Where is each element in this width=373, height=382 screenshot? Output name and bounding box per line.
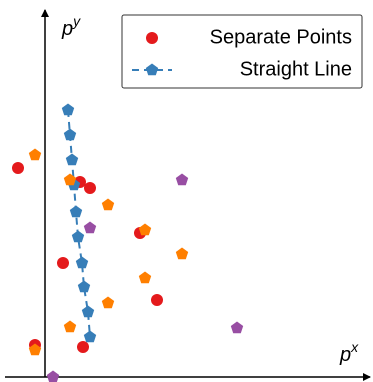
series-line bbox=[67, 109, 91, 338]
point bbox=[61, 103, 75, 116]
point bbox=[101, 198, 115, 211]
point bbox=[81, 305, 95, 318]
plot-area bbox=[12, 103, 244, 382]
point bbox=[138, 223, 152, 236]
point bbox=[71, 230, 85, 243]
point bbox=[83, 221, 97, 234]
point bbox=[63, 320, 77, 333]
point bbox=[63, 173, 77, 186]
point bbox=[65, 153, 79, 166]
x-label-base: p bbox=[339, 344, 351, 366]
point bbox=[28, 343, 42, 356]
legend-box bbox=[121, 14, 363, 89]
point bbox=[77, 341, 89, 353]
point bbox=[84, 182, 96, 194]
point bbox=[69, 205, 83, 218]
x-label-sup: x bbox=[350, 339, 359, 355]
point bbox=[75, 256, 89, 269]
legend-label: Straight Line bbox=[240, 58, 352, 80]
point bbox=[151, 294, 163, 306]
point bbox=[138, 271, 152, 284]
point bbox=[230, 321, 244, 334]
point bbox=[101, 296, 115, 309]
point bbox=[175, 247, 189, 260]
legend-marker bbox=[146, 32, 158, 44]
y-axis-label: py bbox=[61, 13, 81, 41]
point bbox=[46, 370, 60, 382]
legend: Separate Points Straight Line bbox=[132, 26, 352, 80]
y-label-sup: y bbox=[72, 13, 81, 29]
point bbox=[12, 162, 24, 174]
y-label-base: p bbox=[61, 18, 73, 40]
legend-label: Separate Points bbox=[210, 26, 352, 48]
point bbox=[63, 128, 77, 141]
point bbox=[83, 330, 97, 343]
legend-marker bbox=[145, 63, 159, 76]
point bbox=[28, 148, 42, 161]
point bbox=[77, 280, 91, 293]
point bbox=[175, 173, 189, 186]
x-axis-label: px bbox=[339, 339, 359, 367]
point bbox=[57, 257, 69, 269]
